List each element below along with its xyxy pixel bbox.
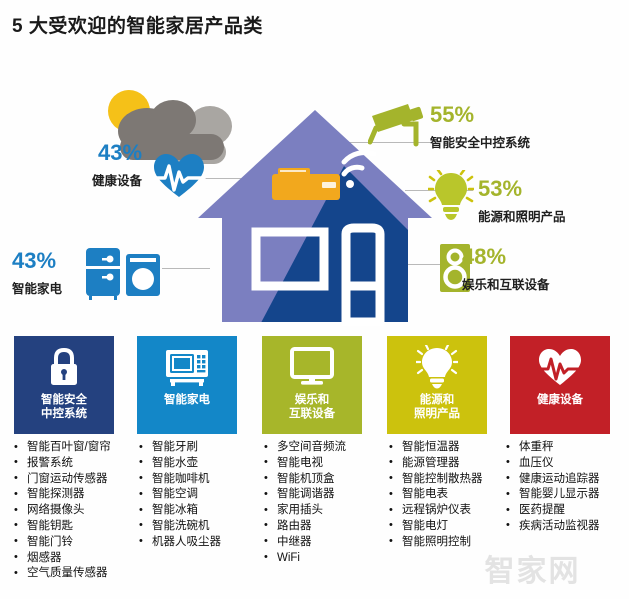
- list-security: 智能百叶窗/窗帘 报警系统 门窗运动传感器 智能探测器 网络摄像头 智能钥匙 智…: [14, 440, 111, 582]
- list-item: 智能牙刷: [139, 440, 221, 456]
- list-item: 多空间音频流: [264, 440, 346, 456]
- card-label: 娱乐和 互联设备: [289, 394, 335, 421]
- list-item: 报警系统: [14, 455, 111, 472]
- list-item: 智能调谐器: [264, 487, 346, 503]
- list-item: 智能百叶窗/窗帘: [14, 440, 111, 456]
- list-energy: 智能恒温器 能源管理器 智能控制散热器 智能电表 远程锅炉仪表 智能电灯 智能照…: [389, 440, 483, 551]
- list-item: 烟感器: [14, 550, 111, 567]
- list-item: 智能咖啡机: [139, 471, 221, 488]
- cloud-icon: [150, 100, 196, 140]
- wifi-router-icon: [272, 150, 377, 200]
- list-item: 机器人吸尘器: [139, 534, 221, 551]
- speaker-icon: [438, 242, 472, 299]
- stat-label: 娱乐和互联设备: [462, 278, 550, 292]
- stat-energy: 53% 能源和照明产品: [478, 178, 566, 225]
- list-item: 血压仪: [506, 455, 600, 472]
- card-label: 能源和 照明产品: [414, 394, 460, 421]
- stat-percent: 53%: [478, 176, 523, 201]
- microwave-icon: [164, 345, 210, 389]
- heart-pulse-icon: [152, 152, 206, 205]
- monitor-icon: [290, 345, 334, 389]
- list-item: 智能探测器: [14, 487, 111, 503]
- card-entertainment[interactable]: 娱乐和 互联设备: [262, 336, 362, 434]
- card-appliance[interactable]: 智能家电: [137, 336, 237, 434]
- list-item: 体重秤: [506, 440, 600, 456]
- list-item: 智能水壶: [139, 455, 221, 472]
- list-item: 医药提醒: [506, 503, 600, 519]
- list-item: 智能恒温器: [389, 440, 483, 456]
- stat-percent: 55%: [430, 102, 475, 127]
- lightbulb-icon: [416, 345, 458, 389]
- stat-label: 健康设备: [92, 174, 143, 188]
- list-item: 家用插头: [264, 503, 346, 519]
- house-icon: [194, 106, 436, 327]
- connector-line-health: [202, 178, 270, 179]
- list-item: WiFi: [264, 550, 346, 567]
- stat-label: 智能家电: [12, 282, 63, 296]
- stat-health: 43% 健康设备: [92, 142, 142, 189]
- washer-icon: [126, 254, 160, 296]
- padlock-icon: [47, 345, 81, 389]
- list-item: 智能控制散热器: [389, 471, 483, 488]
- stat-security: 55% 智能安全中控系统: [430, 104, 530, 151]
- list-item: 能源管理器: [389, 455, 483, 472]
- list-item: 中继器: [264, 534, 346, 551]
- list-item: 疾病活动监视器: [506, 518, 600, 535]
- list-item: 智能照明控制: [389, 534, 483, 551]
- list-item: 智能空调: [139, 487, 221, 503]
- list-item: 智能钥匙: [14, 518, 111, 535]
- list-item: 智能电视: [264, 455, 346, 472]
- stat-label: 智能安全中控系统: [430, 136, 531, 150]
- list-entertainment: 多空间音频流 智能电视 智能机顶盒 智能调谐器 家用插头 路由器 中继器 WiF…: [264, 440, 346, 566]
- list-item: 远程锅炉仪表: [389, 503, 483, 519]
- lightbulb-icon: [426, 168, 476, 227]
- list-item: 智能门铃: [14, 534, 111, 551]
- list-item: 空气质量传感器: [14, 566, 111, 582]
- list-item: 智能电表: [389, 487, 483, 503]
- stat-percent: 43%: [97, 140, 143, 165]
- heart-pulse-icon: [537, 345, 583, 389]
- card-security[interactable]: 智能安全 中控系统: [14, 336, 114, 434]
- stat-appliance: 43% 智能家电: [12, 250, 62, 297]
- stat-percent: 48%: [462, 244, 507, 269]
- page-title: 5 大受欢迎的智能家居产品类: [12, 16, 263, 37]
- fridge-washer-icon: [84, 246, 164, 305]
- hero-illustration: 55% 智能安全中控系统 53% 能源和照明产品 48% 娱乐和互联设备 43%…: [0, 38, 629, 330]
- list-appliance: 智能牙刷 智能水壶 智能咖啡机 智能空调 智能冰箱 智能洗碗机 机器人吸尘器: [139, 440, 221, 551]
- watermark: 智家网: [484, 555, 581, 588]
- stat-entertainment: 48% 娱乐和互联设备: [462, 246, 550, 293]
- card-label: 智能家电: [164, 394, 210, 406]
- card-label: 健康设备: [537, 394, 583, 406]
- list-item: 路由器: [264, 518, 346, 535]
- card-energy[interactable]: 能源和 照明产品: [387, 336, 487, 434]
- stat-label: 能源和照明产品: [478, 210, 566, 224]
- connector-line-appliance: [162, 268, 210, 269]
- stat-percent: 43%: [12, 248, 57, 273]
- connector-line-entertainment: [398, 264, 456, 265]
- list-item: 智能洗碗机: [139, 518, 221, 535]
- cctv-camera-icon: [367, 98, 426, 155]
- list-item: 门窗运动传感器: [14, 471, 111, 488]
- card-health[interactable]: 健康设备: [510, 336, 610, 434]
- list-item: 智能冰箱: [139, 503, 221, 519]
- card-label: 智能安全 中控系统: [41, 394, 87, 421]
- list-item: 网络摄像头: [14, 503, 111, 519]
- list-item: 智能婴儿显示器: [506, 487, 600, 503]
- product-lists: 智能百叶窗/窗帘 报警系统 门窗运动传感器 智能探测器 网络摄像头 智能钥匙 智…: [0, 440, 629, 599]
- connector-line-security: [330, 142, 430, 143]
- list-health: 体重秤 血压仪 健康运动追踪器 智能婴儿显示器 医药提醒 疾病活动监视器: [506, 440, 600, 535]
- fridge-icon: [86, 248, 120, 300]
- list-item: 健康运动追踪器: [506, 471, 600, 488]
- category-cards: 智能安全 中控系统: [0, 336, 629, 434]
- list-item: 智能电灯: [389, 518, 483, 535]
- list-item: 智能机顶盒: [264, 471, 346, 488]
